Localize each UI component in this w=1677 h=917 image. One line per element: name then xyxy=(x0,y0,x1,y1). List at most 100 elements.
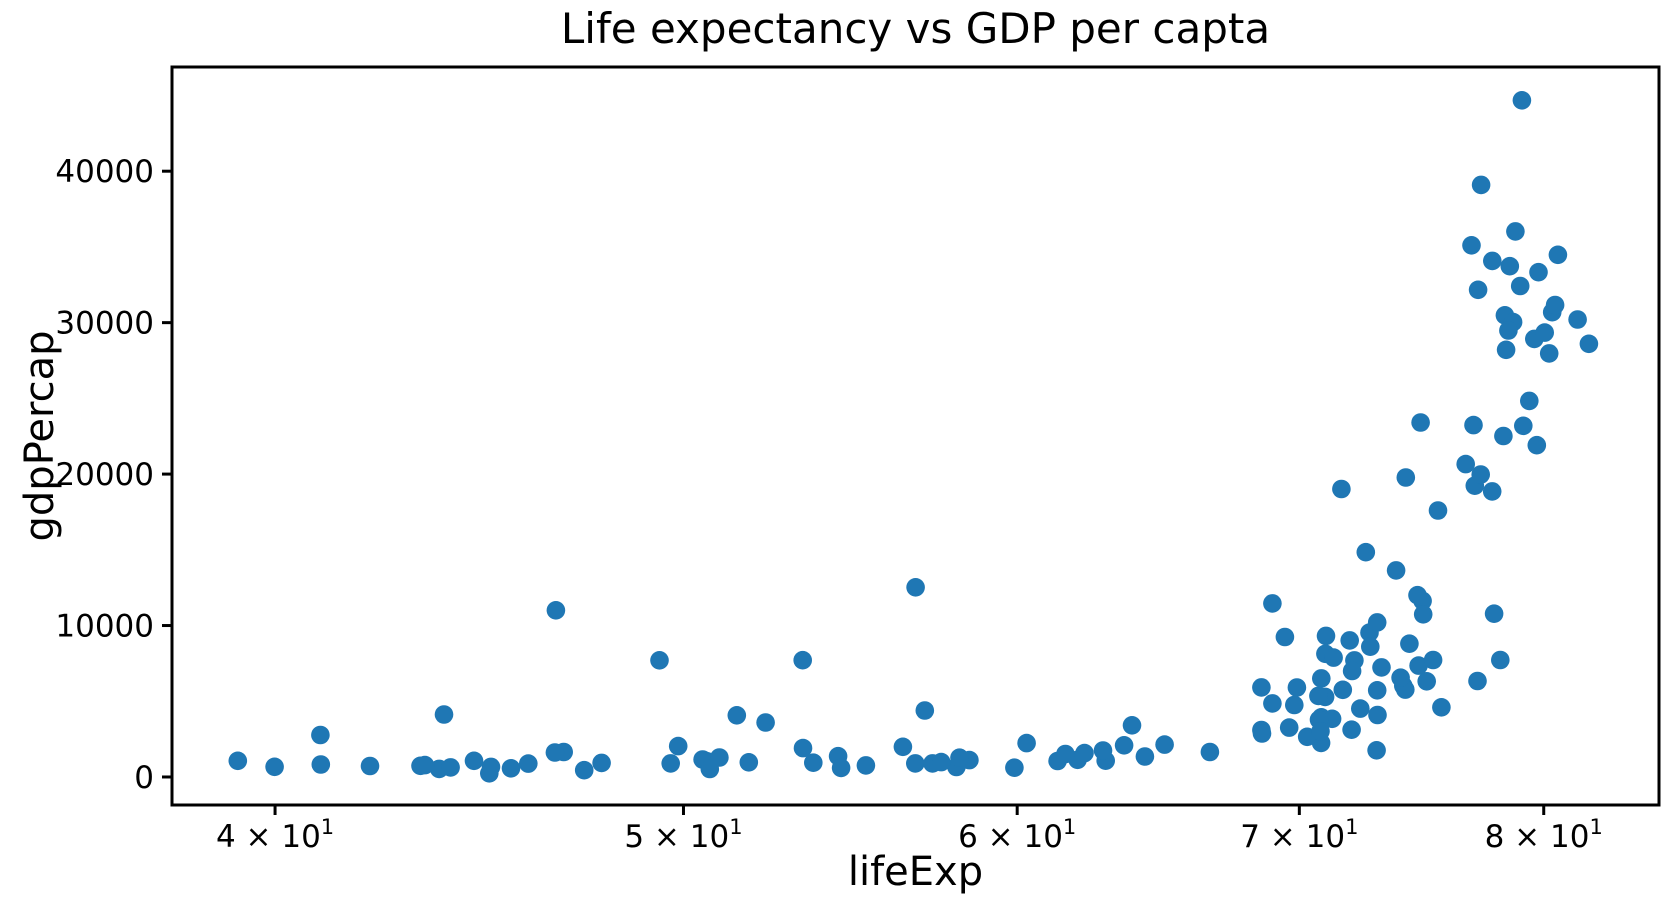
scatter-point xyxy=(668,736,688,756)
scatter-point xyxy=(1468,671,1487,691)
x-tick-label: 8 × 101 xyxy=(1485,815,1603,855)
scatter-point xyxy=(441,758,460,777)
scatter-point xyxy=(1287,678,1307,697)
scatter-point xyxy=(1368,705,1387,725)
y-tick-label: 30000 xyxy=(55,306,154,342)
scatter-point xyxy=(1500,256,1520,276)
scatter-point xyxy=(1312,669,1331,688)
chart-title: Life expectancy vs GDP per capta xyxy=(560,4,1271,53)
scatter-point xyxy=(950,748,969,767)
scatter-point xyxy=(1545,295,1565,315)
scatter-point xyxy=(1351,699,1370,718)
scatter-point xyxy=(1529,262,1548,282)
scatter-point xyxy=(1400,634,1419,653)
scatter-point xyxy=(1514,416,1533,436)
scatter-point xyxy=(311,755,331,774)
scatter-point xyxy=(1494,426,1513,446)
scatter-point xyxy=(1361,637,1380,656)
scatter-point xyxy=(893,737,913,757)
scatter-point xyxy=(1263,694,1282,713)
scatter-point xyxy=(1464,415,1483,435)
scatter-point xyxy=(481,757,501,777)
scatter-point xyxy=(831,758,851,778)
scatter-point xyxy=(1252,724,1272,743)
scatter-point xyxy=(1468,280,1488,300)
scatter-point xyxy=(228,751,248,771)
scatter-point xyxy=(1367,613,1387,632)
scatter-point xyxy=(1417,672,1436,691)
scatter-point xyxy=(1155,735,1174,754)
scatter-point xyxy=(546,601,566,620)
scatter-point xyxy=(1372,658,1391,677)
scatter-point xyxy=(727,706,747,725)
y-tick-label: 40000 xyxy=(55,154,154,190)
scatter-point xyxy=(1396,468,1416,487)
scatter-point xyxy=(756,713,775,732)
scatter-point xyxy=(739,753,759,772)
scatter-point xyxy=(1309,686,1328,706)
scatter-point xyxy=(804,753,823,772)
scatter-point xyxy=(906,578,925,597)
scatter-point xyxy=(1548,245,1568,265)
y-axis-label: gdpPercap xyxy=(17,330,63,542)
scatter-point xyxy=(1252,678,1271,697)
scatter-point xyxy=(1456,454,1475,474)
scatter-point xyxy=(360,756,380,776)
scatter-point xyxy=(1499,321,1518,340)
x-tick-label: 5 × 101 xyxy=(624,815,742,855)
scatter-point xyxy=(1512,91,1532,110)
scatter-point xyxy=(793,738,813,758)
scatter-point xyxy=(1311,722,1330,741)
scatter-point xyxy=(1093,741,1113,760)
scatter-point xyxy=(1114,736,1134,755)
scatter-point xyxy=(1510,276,1530,296)
scatter-point xyxy=(1275,627,1295,647)
scatter-point xyxy=(793,650,812,670)
x-tick-label: 7 × 101 xyxy=(1240,815,1358,855)
scatter-point xyxy=(415,755,435,775)
scatter-point xyxy=(1075,743,1094,763)
scatter-point xyxy=(1579,334,1599,354)
scatter-point xyxy=(710,748,729,767)
scatter-point xyxy=(1356,542,1376,562)
scatter-point xyxy=(1520,391,1539,411)
x-tick-label: 4 × 101 xyxy=(216,815,334,855)
scatter-point xyxy=(545,743,565,762)
scatter-point xyxy=(1432,698,1451,717)
scatter-point xyxy=(1367,681,1387,700)
y-tick-label: 10000 xyxy=(55,609,154,645)
scatter-point xyxy=(931,752,951,772)
scatter-point xyxy=(1413,605,1433,624)
scatter-point xyxy=(1135,747,1155,766)
scatter-point xyxy=(1342,720,1361,739)
scatter-point xyxy=(1491,650,1510,670)
scatter-point xyxy=(906,754,925,773)
scatter-point xyxy=(265,757,284,777)
scatter-point xyxy=(1017,733,1036,753)
scatter-point xyxy=(592,753,611,773)
scatter-point xyxy=(574,760,594,780)
scatter-point xyxy=(1506,222,1525,241)
scatter-point xyxy=(1483,251,1502,271)
scatter-point xyxy=(1535,323,1554,342)
scatter-point xyxy=(1386,561,1406,580)
scatter-point xyxy=(1340,631,1359,650)
scatter-point xyxy=(1539,344,1559,363)
scatter-point xyxy=(519,754,538,773)
scatter-point xyxy=(1333,680,1353,700)
scatter-point xyxy=(1411,413,1430,432)
scatter-point xyxy=(434,705,454,724)
scatter-point xyxy=(915,701,935,720)
scatter-point xyxy=(464,751,484,771)
scatter-point xyxy=(311,725,330,745)
scatter-point xyxy=(1200,742,1220,762)
scatter-point xyxy=(1428,501,1448,520)
scatter-point xyxy=(1484,604,1504,623)
scatter-point xyxy=(1005,758,1024,777)
x-tick-label: 6 × 101 xyxy=(958,815,1076,855)
scatter-point xyxy=(1263,594,1282,613)
y-tick-label: 0 xyxy=(134,760,154,796)
scatter-point xyxy=(1471,465,1490,484)
